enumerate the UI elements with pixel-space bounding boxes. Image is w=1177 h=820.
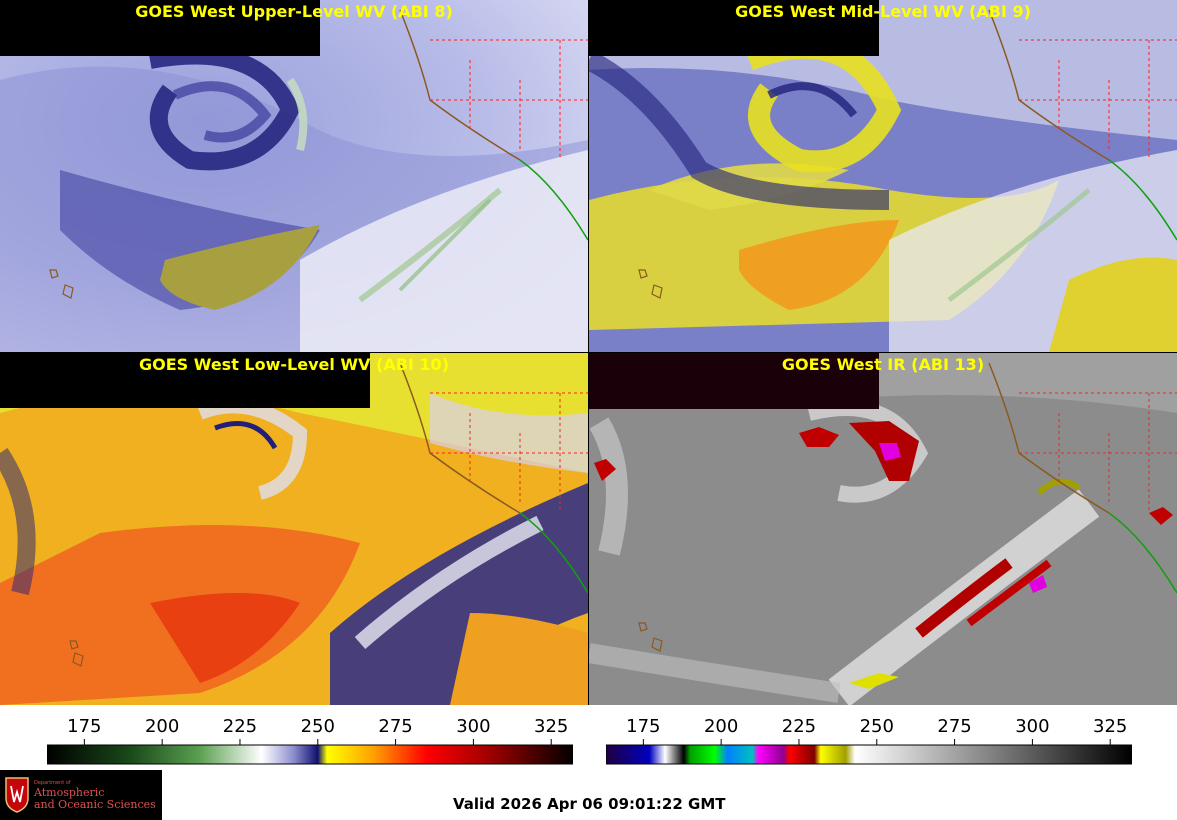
panel-low-level-wv: GOES West Low-Level WV (ABI 10) [0, 353, 588, 705]
satellite-image-upper-level-wv [0, 0, 588, 352]
colorbar-ir-tick-label: 225 [782, 716, 816, 737]
colorbar-ir-tick-label: 175 [626, 716, 660, 737]
panel-title: GOES West Mid-Level WV (ABI 9) [735, 2, 1031, 21]
uw-aos-logo: Department of Atmospheric and Oceanic Sc… [0, 770, 162, 820]
panel-title: GOES West Upper-Level WV (ABI 8) [135, 2, 453, 21]
panel-upper-level-wv: GOES West Upper-Level WV (ABI 8) [0, 0, 588, 352]
colorbar-ir-tick-label: 250 [860, 716, 894, 737]
panel-divider-horizontal [0, 352, 1177, 353]
colorbar-ir-tick-label: 325 [1093, 716, 1127, 737]
panel-title: GOES West IR (ABI 13) [781, 355, 985, 374]
colorbar-wv-tick-label: 300 [456, 716, 490, 737]
panel-mid-level-wv: GOES West Mid-Level WV (ABI 9) [589, 0, 1177, 352]
colorbar-wv-tick-label: 225 [223, 716, 257, 737]
colorbar-wv: 175 200 225 250 275 300 325 [47, 705, 573, 767]
panel-title: GOES West Low-Level WV (ABI 10) [138, 355, 449, 374]
colorbar-wv-tick-label: 275 [378, 716, 412, 737]
colorbar-ir: 175 200 225 250 275 300 325 [606, 705, 1132, 767]
title-backdrop [589, 353, 879, 409]
satellite-image-mid-level-wv [589, 0, 1177, 352]
colorbar-wv-tick-label: 325 [534, 716, 568, 737]
colorbar-ir-tick-label: 300 [1015, 716, 1049, 737]
colorbar-ir-gradient [606, 744, 1132, 765]
colorbar-wv-tick-label: 250 [301, 716, 335, 737]
uw-crest-icon [5, 777, 29, 813]
logo-name-line1: Atmospheric [34, 786, 105, 799]
valid-time: Valid 2026 Apr 06 09:01:22 GMT [453, 795, 726, 813]
title-backdrop [0, 353, 370, 408]
satellite-image-low-level-wv [0, 353, 588, 705]
colorbar-wv-svg: 175 200 225 250 275 300 325 [47, 716, 573, 765]
panel-ir: GOES West IR (ABI 13) [589, 353, 1177, 705]
colorbar-ir-tick-label: 275 [937, 716, 971, 737]
colorbar-wv-gradient [47, 744, 573, 765]
title-backdrop [589, 0, 879, 56]
colorbar-ir-tick-label: 200 [704, 716, 738, 737]
logo-name-line2: and Oceanic Sciences [34, 798, 156, 811]
colorbar-ir-svg: 175 200 225 250 275 300 325 [606, 716, 1132, 765]
colorbar-wv-tick-label: 200 [145, 716, 179, 737]
logo-dept-line: Department of [34, 780, 71, 786]
colorbar-wv-tick-label: 175 [67, 716, 101, 737]
title-backdrop [0, 0, 320, 56]
